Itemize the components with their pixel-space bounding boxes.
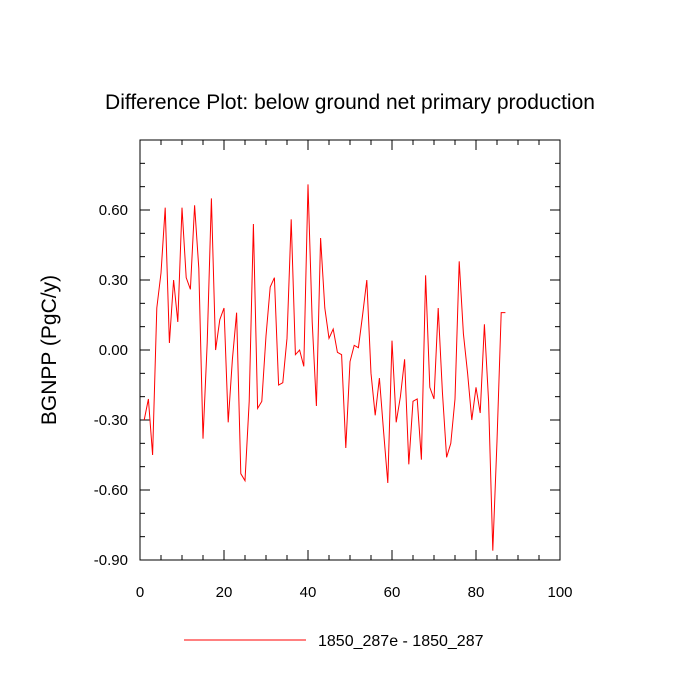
series-line — [143, 184, 506, 551]
x-tick-label: 80 — [468, 584, 485, 601]
y-tick-label: -0.30 — [94, 412, 128, 429]
y-tick-labels: -0.90 -0.60 -0.30 0.00 0.30 0.60 — [94, 202, 128, 569]
y-axis-label: BGNPP (PgC/y) — [38, 275, 61, 425]
legend: 1850_287e - 1850_287 — [184, 633, 484, 650]
y-tick-label: 0.30 — [99, 272, 128, 289]
y-tick-label: 0.60 — [99, 202, 128, 219]
y-tick-label: -0.60 — [94, 482, 128, 499]
x-tick-label: 40 — [300, 584, 317, 601]
chart-title: Difference Plot: below ground net primar… — [105, 91, 595, 114]
axis-ticks — [139, 140, 561, 561]
y-tick-label: 0.00 — [99, 342, 128, 359]
x-tick-label: 20 — [216, 584, 233, 601]
plot-frame — [139, 139, 561, 561]
x-tick-labels: 0 20 40 60 80 100 — [136, 584, 573, 601]
y-tick-label: -0.90 — [94, 552, 128, 569]
x-tick-label: 100 — [547, 584, 572, 601]
x-tick-label: 0 — [136, 584, 144, 601]
legend-label: 1850_287e - 1850_287 — [318, 633, 484, 650]
x-tick-label: 60 — [384, 584, 401, 601]
series-layer — [143, 184, 506, 551]
